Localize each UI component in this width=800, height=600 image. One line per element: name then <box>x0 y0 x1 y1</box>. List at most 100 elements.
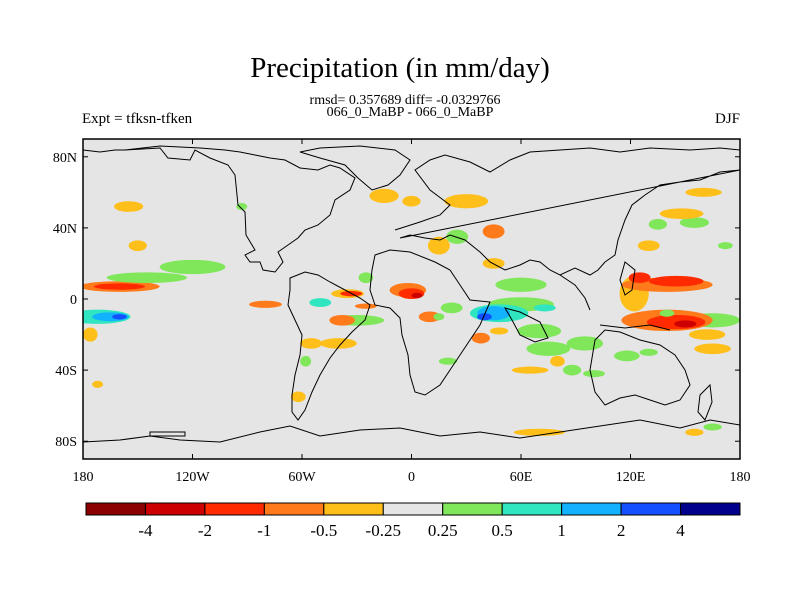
anomaly-10 <box>83 327 98 342</box>
anomaly-20 <box>320 338 357 349</box>
colorbar-box-1 <box>144 502 206 516</box>
colorbar-box-10 <box>680 502 741 516</box>
anomaly-71 <box>685 187 722 197</box>
coast-new-zealand <box>697 383 713 421</box>
colorbar: -4 -2 -1 -0.5 -0.25 0.25 0.5 1 2 4 <box>85 502 741 540</box>
y-tick-label-2: 0 <box>70 293 77 308</box>
anomaly-75 <box>703 423 722 431</box>
anomaly-11 <box>92 380 104 388</box>
colorbar-box-6 <box>442 502 503 516</box>
anomaly-43 <box>477 313 492 321</box>
anomaly-49 <box>550 355 565 367</box>
colorbar-box-0 <box>85 502 146 516</box>
anomaly-22 <box>300 355 312 367</box>
colorbar-label-2: -1 <box>257 521 271 540</box>
coast-southeast-asia <box>503 274 591 343</box>
colorbar-box-9 <box>620 502 682 516</box>
coast-arctic-islands <box>149 431 186 437</box>
anomaly-68 <box>648 219 667 230</box>
x-tick-label-6: 180 <box>730 470 751 485</box>
anomaly-8 <box>114 201 144 212</box>
anomaly-33 <box>402 195 421 207</box>
coast-alaska-chukotka <box>83 149 125 153</box>
coast-antarctica <box>83 419 740 443</box>
colorbar-label-5: 0.25 <box>428 521 458 540</box>
colorbar-box-7 <box>501 502 563 516</box>
anomaly-23 <box>291 391 306 403</box>
y-tick-label-0: 80N <box>53 151 77 166</box>
anomaly-47 <box>517 323 562 339</box>
anomaly-31 <box>438 357 458 365</box>
anomaly-64 <box>659 309 675 317</box>
x-tick-label-4: 60E <box>510 470 533 485</box>
anomaly-34 <box>444 194 489 209</box>
x-tick-label-1: 120W <box>175 470 210 485</box>
colorbar-box-2 <box>204 502 265 516</box>
colorbar-label-6: 0.5 <box>492 521 513 540</box>
colorbar-box-5 <box>382 502 444 516</box>
coast-australia <box>589 329 691 406</box>
x-tick-label-5: 120E <box>616 470 646 485</box>
coast-south-america <box>287 271 371 421</box>
anomaly-65 <box>614 350 640 362</box>
anomaly-48 <box>526 341 571 356</box>
anomaly-29 <box>433 313 445 321</box>
anomaly-24 <box>358 272 374 283</box>
coast-indonesia <box>599 261 671 331</box>
anomaly-5 <box>93 283 146 290</box>
coast-greenland <box>299 145 411 191</box>
colorbar-box-8 <box>561 502 622 516</box>
anomaly-46 <box>489 327 509 335</box>
colorbar-label-8: 2 <box>617 521 626 540</box>
anomaly-67 <box>637 240 660 252</box>
anomaly-39 <box>495 277 547 292</box>
colorbar-box-3 <box>263 502 325 516</box>
anomaly-30 <box>440 302 463 314</box>
anomaly-37 <box>482 224 505 239</box>
anomaly-45 <box>471 332 490 344</box>
anomaly-15 <box>354 303 377 309</box>
y-tick-label-1: 40N <box>53 222 77 237</box>
colorbar-label-7: 1 <box>557 521 566 540</box>
anomaly-19 <box>329 315 355 326</box>
anomaly-9 <box>128 240 147 252</box>
anomaly-73 <box>513 428 565 436</box>
chart-subtitle: 066_0_MaBP - 066_0_MaBP <box>326 105 494 120</box>
stats-text: rmsd= 0.357689 diff= -0.0329766 <box>309 93 501 108</box>
coast-africa <box>369 249 491 396</box>
anomaly-32 <box>369 188 399 203</box>
anomaly-6 <box>106 272 188 283</box>
anomaly-57 <box>628 272 651 283</box>
anomaly-61 <box>674 320 697 328</box>
anomaly-50 <box>511 366 549 374</box>
anomaly-35 <box>427 236 450 255</box>
anomaly-69 <box>679 217 709 228</box>
chart-title: Precipitation (in mm/day) <box>250 52 550 84</box>
anomaly-63 <box>694 343 731 355</box>
anomaly-21 <box>300 338 323 349</box>
x-tick-label-0: 180 <box>73 470 94 485</box>
anomaly-13 <box>249 300 282 308</box>
x-tick-label-3: 0 <box>408 470 415 485</box>
anomaly-51 <box>566 336 604 351</box>
colorbar-label-1: -2 <box>198 521 212 540</box>
colorbar-label-0: -4 <box>138 521 153 540</box>
colorbar-label-9: 4 <box>676 521 685 540</box>
anomaly-27 <box>411 292 423 299</box>
experiment-label: Expt = tfksn-tfken <box>82 111 193 127</box>
x-axis: 180 120W 60W 0 60E 120E 180 <box>73 139 751 485</box>
anomaly-28 <box>418 311 441 323</box>
anomaly-36 <box>446 229 469 244</box>
anomaly-14 <box>309 298 332 307</box>
colorbar-box-4 <box>323 502 384 516</box>
anomaly-52 <box>583 370 605 378</box>
y-axis: 80N 40N 0 40S 80S <box>53 151 740 450</box>
season-label: DJF <box>714 111 740 127</box>
coast-north-america <box>124 145 356 273</box>
anomaly-62 <box>688 329 726 340</box>
anomaly-3 <box>112 314 127 320</box>
anomaly-12 <box>236 203 248 211</box>
x-tick-label-2: 60W <box>288 470 316 485</box>
anomaly-7 <box>159 259 226 275</box>
